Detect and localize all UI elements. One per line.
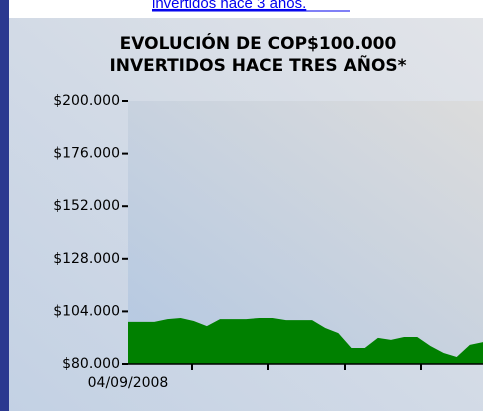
y-tick-label: $152.000	[53, 198, 120, 214]
title-line: INVERTIDOS HACE TRES AÑOS*	[109, 53, 406, 76]
x-tick-label: 04/09/2008	[88, 375, 169, 391]
y-tick-label: $104.000	[53, 303, 120, 319]
left-border	[0, 0, 9, 411]
area	[128, 317, 483, 364]
link-text[interactable]: invertidos hace 3 años.	[152, 0, 306, 12]
y-tick-label: $200.000	[53, 93, 120, 109]
y-tick-label: $80.000	[62, 356, 120, 372]
title-line: EVOLUCIÓN DE COP$100.000	[120, 32, 397, 54]
y-tick-label: $128.000	[53, 251, 120, 267]
y-tick-label: $176.000	[53, 146, 120, 162]
link[interactable]: invertidos hace 3 años.	[152, 0, 306, 12]
